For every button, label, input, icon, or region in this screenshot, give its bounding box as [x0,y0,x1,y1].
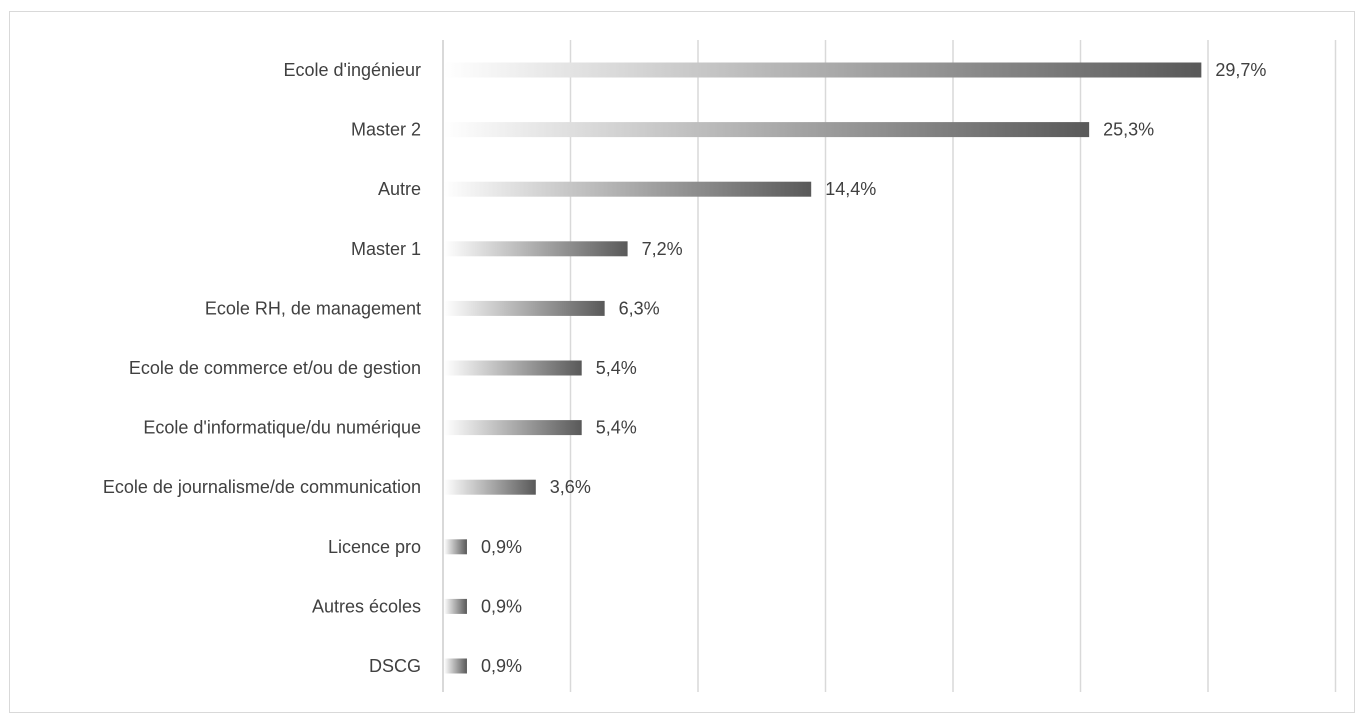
data-label: 5,4% [596,418,637,438]
category-label: Autre [378,179,421,199]
bar [444,181,812,197]
data-label: 14,4% [825,179,876,199]
bar [444,300,605,316]
bar [444,241,628,257]
bar [444,479,536,495]
value-label-layer: 29,7% 25,3% 14,4% 7,2% 6,3% 5,4% 5,4% 3,6% 0,9% 0… [481,60,1266,676]
bar [444,122,1090,138]
category-label: Ecole de commerce et/ou de gestion [129,358,421,378]
category-label: DSCG [369,656,421,676]
grid-layer [442,40,1337,692]
bar [444,360,582,376]
category-label: Ecole RH, de management [205,298,421,318]
data-label: 0,9% [481,656,522,676]
data-label: 0,9% [481,596,522,616]
data-label: 25,3% [1103,120,1154,140]
data-label: 6,3% [619,298,660,318]
bar [444,62,1202,78]
data-label: 29,7% [1215,60,1266,80]
category-label: Ecole d'ingénieur [283,60,421,80]
data-label: 7,2% [642,239,683,259]
bar-layer [444,62,1202,674]
bar [444,539,467,555]
bar [444,598,467,614]
category-label-layer: Ecole d'ingénieur Master 2 Autre Master 1 Ec… [103,60,421,676]
category-label: Autres écoles [312,596,421,616]
category-label: Licence pro [328,537,421,557]
data-label: 5,4% [596,358,637,378]
category-label: Ecole d'informatique/du numérique [143,418,421,438]
category-label: Ecole de journalisme/de communication [103,477,421,497]
category-label: Master 2 [351,120,421,140]
data-label: 0,9% [481,537,522,557]
data-label: 3,6% [550,477,591,497]
bar [444,658,467,674]
bar [444,420,582,436]
category-label: Master 1 [351,239,421,259]
